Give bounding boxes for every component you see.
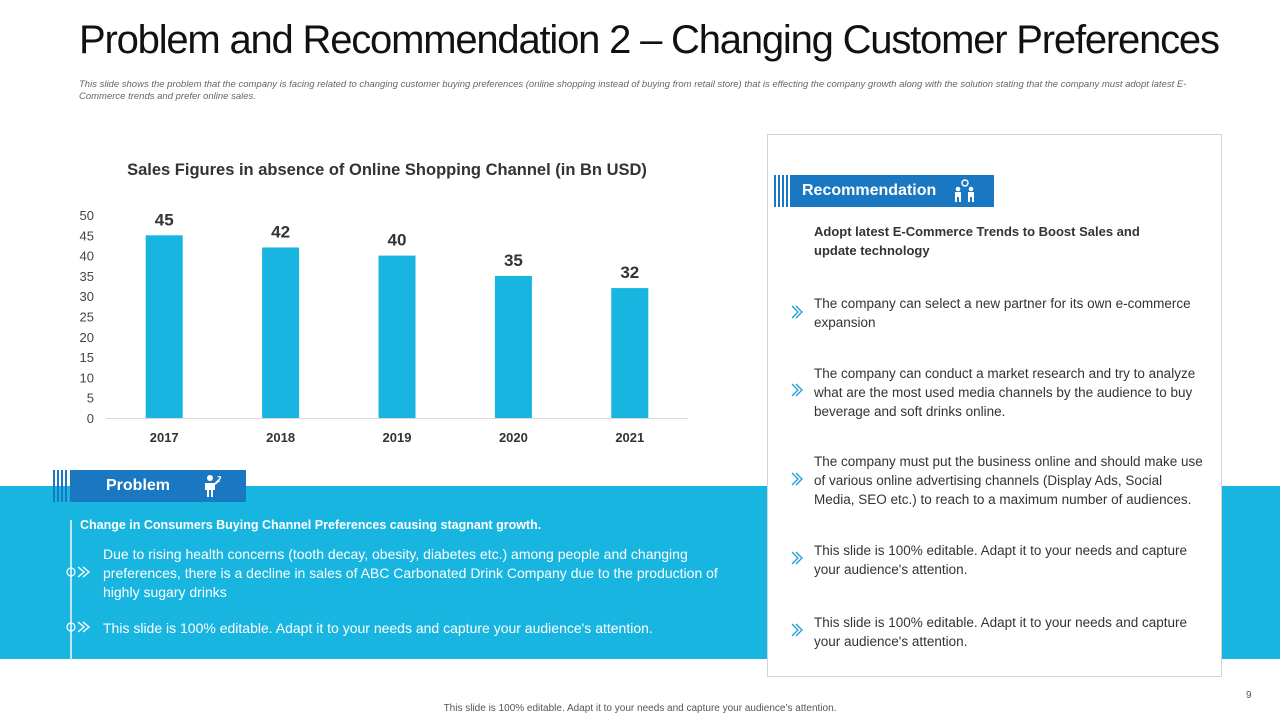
x-tick-label: 2018 <box>266 430 295 445</box>
chevron-bullet-icon <box>791 305 803 319</box>
y-tick-label: 0 <box>87 411 94 426</box>
y-tick-label: 5 <box>87 391 94 406</box>
recommendation-point-4: This slide is 100% editable. Adapt it to… <box>814 543 1187 577</box>
y-tick-label: 10 <box>80 370 94 385</box>
y-tick-label: 40 <box>80 249 94 264</box>
chevron-bullet-icon <box>791 551 803 565</box>
y-tick-label: 15 <box>80 350 94 365</box>
recommendation-card <box>767 134 1222 677</box>
y-tick-label: 45 <box>80 228 94 243</box>
recommendation-point-2: The company can conduct a market researc… <box>814 366 1196 419</box>
x-tick-label: 2021 <box>615 430 644 445</box>
thinking-person-icon: ? <box>202 474 222 503</box>
people-idea-icon <box>952 179 978 208</box>
recommendation-tab: Recommendation <box>790 175 994 207</box>
x-tick-label: 2020 <box>499 430 528 445</box>
recommendation-tab-label: Recommendation <box>802 182 937 199</box>
problem-tab: Problem ? <box>70 470 246 502</box>
chevron-bullet-icon <box>66 621 91 633</box>
bar-value-label: 45 <box>155 210 174 229</box>
chart-title: Sales Figures in absence of Online Shopp… <box>127 161 647 179</box>
svg-text:?: ? <box>217 475 222 484</box>
bar-value-label: 32 <box>620 263 639 282</box>
bar-value-label: 35 <box>504 251 523 270</box>
chevron-bullet-icon <box>791 623 803 637</box>
x-tick-label: 2017 <box>150 430 179 445</box>
recommendation-heading: Adopt latest E-Commerce Trends to Boost … <box>814 224 1140 258</box>
problem-timeline-line <box>70 520 72 660</box>
problem-tab-label: Problem <box>106 477 171 494</box>
bar <box>494 275 532 418</box>
chevron-bullet-icon <box>791 383 803 397</box>
problem-point-2: This slide is 100% editable. Adapt it to… <box>103 620 653 636</box>
sales-bar-chart: 0 5 10 15 20 25 30 35 40 45 50 45 2017 42 2018 40 2019 35… <box>80 208 688 445</box>
slide-title: Problem and Recommendation 2 – Changing … <box>79 18 1220 62</box>
bar <box>378 255 416 418</box>
y-tick-label: 50 <box>80 208 94 223</box>
recommendation-point-1: The company can select a new partner for… <box>814 296 1191 330</box>
recommendation-tab-stripes <box>774 175 788 207</box>
recommendation-point-5: This slide is 100% editable. Adapt it to… <box>814 615 1187 649</box>
chevron-bullet-icon <box>66 566 91 578</box>
recommendation-point-3: The company must put the business online… <box>814 454 1203 507</box>
y-tick-label: 25 <box>80 310 94 325</box>
y-tick-label: 20 <box>80 330 94 345</box>
bar <box>145 235 183 418</box>
bar <box>611 288 649 418</box>
y-tick-label: 35 <box>80 269 94 284</box>
problem-heading: Change in Consumers Buying Channel Prefe… <box>80 518 542 532</box>
bar <box>262 247 300 418</box>
bar-value-label: 42 <box>271 222 290 241</box>
chevron-bullet-icon <box>791 472 803 486</box>
bar-value-label: 40 <box>388 231 407 250</box>
x-tick-label: 2019 <box>383 430 412 445</box>
page-number: 9 <box>1246 690 1252 701</box>
slide-subtitle: This slide shows the problem that the co… <box>79 79 1187 102</box>
problem-tab-stripes <box>53 470 67 502</box>
footer-note: This slide is 100% editable. Adapt it to… <box>443 703 837 714</box>
y-tick-label: 30 <box>80 289 94 304</box>
problem-point-1: Due to rising health concerns (tooth dec… <box>103 546 718 600</box>
